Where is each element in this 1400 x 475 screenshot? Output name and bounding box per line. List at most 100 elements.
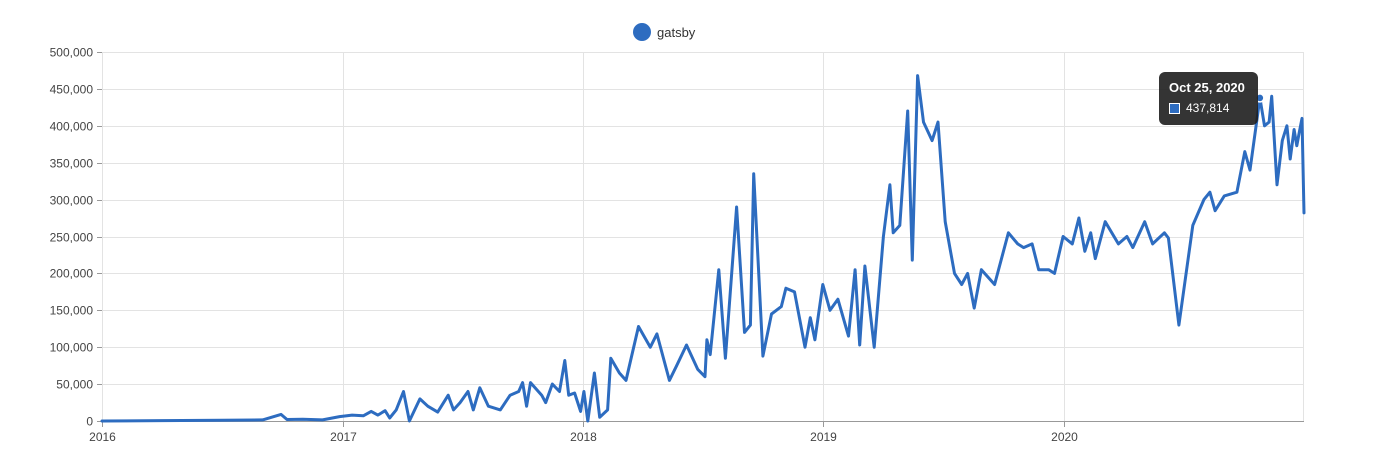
data-point[interactable]: [898, 223, 902, 227]
data-point[interactable]: [943, 220, 947, 224]
data-point[interactable]: [735, 205, 739, 209]
data-point[interactable]: [979, 268, 983, 272]
data-point[interactable]: [508, 393, 512, 397]
data-point[interactable]: [1202, 198, 1206, 202]
data-point[interactable]: [743, 330, 747, 334]
data-point[interactable]: [836, 297, 840, 301]
data-point[interactable]: [1302, 211, 1306, 215]
data-point[interactable]: [723, 356, 727, 360]
data-point[interactable]: [1030, 242, 1034, 246]
data-point[interactable]: [1297, 130, 1301, 134]
data-point[interactable]: [321, 418, 325, 422]
data-point[interactable]: [872, 345, 876, 349]
data-point[interactable]: [369, 409, 373, 413]
data-point[interactable]: [160, 419, 164, 423]
data-point[interactable]: [966, 271, 970, 275]
data-point[interactable]: [703, 375, 707, 379]
data-point[interactable]: [407, 419, 411, 423]
data-point[interactable]: [1016, 242, 1020, 246]
data-point[interactable]: [881, 235, 885, 239]
data-point[interactable]: [517, 390, 521, 394]
data-point[interactable]: [1053, 271, 1057, 275]
data-point[interactable]: [808, 316, 812, 320]
data-point[interactable]: [696, 367, 700, 371]
data-point[interactable]: [906, 109, 910, 113]
data-point[interactable]: [592, 371, 596, 375]
data-point[interactable]: [1243, 150, 1247, 154]
data-point[interactable]: [936, 120, 940, 124]
data-point[interactable]: [586, 419, 590, 423]
data-point[interactable]: [960, 283, 964, 287]
data-point[interactable]: [1263, 124, 1267, 128]
data-point[interactable]: [220, 418, 224, 422]
data-point[interactable]: [1061, 235, 1065, 239]
data-point[interactable]: [863, 264, 867, 268]
data-point[interactable]: [624, 378, 628, 382]
data-point[interactable]: [1077, 216, 1081, 220]
data-point[interactable]: [466, 390, 470, 394]
data-point[interactable]: [563, 359, 567, 363]
data-point[interactable]: [972, 306, 976, 310]
data-point[interactable]: [1285, 124, 1289, 128]
data-point[interactable]: [1166, 236, 1170, 240]
data-point[interactable]: [285, 418, 289, 422]
data-point[interactable]: [1288, 157, 1292, 161]
data-point[interactable]: [1093, 257, 1097, 261]
data-point[interactable]: [1275, 183, 1279, 187]
data-point[interactable]: [388, 416, 392, 420]
series-line-gatsby[interactable]: [102, 76, 1304, 421]
data-point[interactable]: [748, 323, 752, 327]
data-point[interactable]: [1300, 116, 1304, 120]
data-point[interactable]: [685, 343, 689, 347]
data-point[interactable]: [617, 371, 621, 375]
data-point[interactable]: [579, 409, 583, 413]
data-point[interactable]: [573, 391, 577, 395]
data-point[interactable]: [953, 271, 957, 275]
data-point[interactable]: [361, 414, 365, 418]
data-point[interactable]: [752, 172, 756, 176]
data-point[interactable]: [1177, 323, 1181, 327]
data-point[interactable]: [770, 312, 774, 316]
data-point[interactable]: [821, 283, 825, 287]
data-point[interactable]: [779, 305, 783, 309]
data-point[interactable]: [1116, 242, 1120, 246]
data-point[interactable]: [1143, 220, 1147, 224]
data-point[interactable]: [1208, 190, 1212, 194]
data-point[interactable]: [529, 381, 533, 385]
data-point[interactable]: [609, 356, 613, 360]
data-point[interactable]: [813, 338, 817, 342]
data-point[interactable]: [452, 408, 456, 412]
data-point[interactable]: [486, 404, 490, 408]
data-point[interactable]: [418, 397, 422, 401]
data-point[interactable]: [1103, 220, 1107, 224]
data-point[interactable]: [1295, 144, 1299, 148]
data-point[interactable]: [717, 268, 721, 272]
data-point[interactable]: [279, 412, 283, 416]
data-point[interactable]: [498, 408, 502, 412]
data-point[interactable]: [675, 364, 679, 368]
data-point[interactable]: [458, 401, 462, 405]
data-point[interactable]: [394, 408, 398, 412]
data-point[interactable]: [858, 343, 862, 347]
data-point[interactable]: [446, 393, 450, 397]
data-point[interactable]: [598, 415, 602, 419]
data-point[interactable]: [784, 286, 788, 290]
data-point[interactable]: [1037, 268, 1041, 272]
data-point[interactable]: [667, 378, 671, 382]
data-point[interactable]: [888, 183, 892, 187]
data-point[interactable]: [910, 258, 914, 262]
data-point[interactable]: [1162, 231, 1166, 235]
data-point[interactable]: [1191, 223, 1195, 227]
data-point[interactable]: [521, 381, 525, 385]
data-point[interactable]: [922, 120, 926, 124]
data-point[interactable]: [540, 393, 544, 397]
data-point[interactable]: [1222, 194, 1226, 198]
data-point[interactable]: [847, 334, 851, 338]
data-point[interactable]: [853, 268, 857, 272]
data-point[interactable]: [478, 386, 482, 390]
data-point[interactable]: [916, 74, 920, 78]
data-point[interactable]: [828, 308, 832, 312]
data-point[interactable]: [544, 401, 548, 405]
data-point[interactable]: [100, 419, 104, 423]
data-point[interactable]: [1070, 242, 1074, 246]
